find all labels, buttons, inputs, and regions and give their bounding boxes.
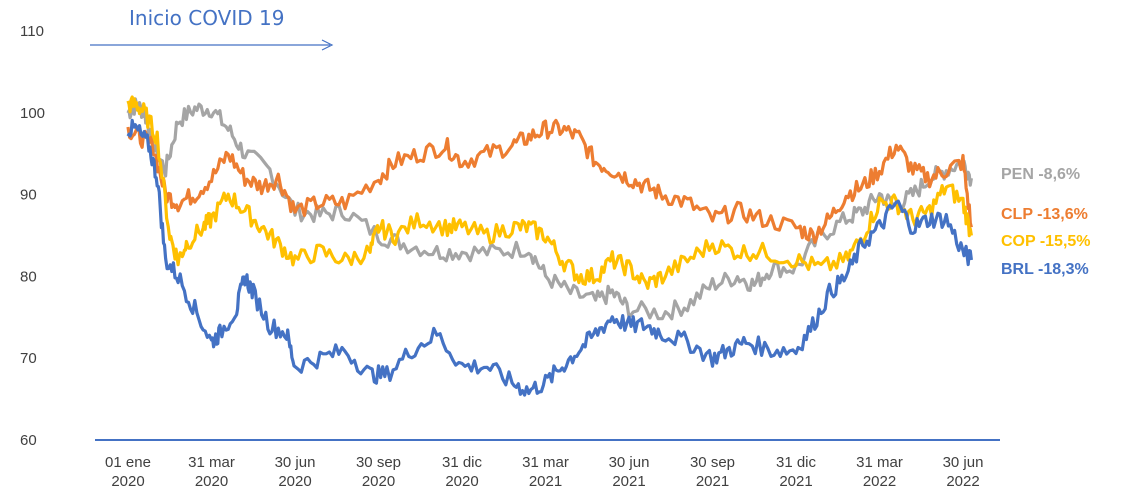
x-tick-label: 30 sep [356, 454, 401, 471]
series-line [126, 95, 973, 290]
y-tick-label: 70 [20, 350, 37, 367]
arrow-head [321, 39, 334, 51]
y-axis-ticks: 60 70 80 90 100 110 [20, 23, 45, 449]
x-tick-year: 2020 [278, 473, 311, 490]
series-line [126, 97, 973, 321]
x-tick-year: 2021 [529, 473, 562, 490]
x-tick-year: 2022 [946, 473, 979, 490]
series-end-label: PEN -8,6% [1001, 166, 1080, 183]
x-tick-year: 2021 [779, 473, 812, 490]
covid-annotation: Inicio COVID 19 [90, 6, 334, 51]
series-labels: PEN -8,6% CLP -13,6% COP -15,5% BRL -18,3% [1001, 166, 1091, 278]
x-tick-label: 30 sep [690, 454, 735, 471]
x-tick-label: 31 dic [442, 454, 483, 471]
x-tick-year: 2021 [612, 473, 645, 490]
x-tick-year: 2020 [195, 473, 228, 490]
x-tick-year: 2020 [111, 473, 144, 490]
series-end-label: COP -15,5% [1001, 233, 1091, 250]
x-tick-year: 2020 [362, 473, 395, 490]
x-tick-label: 31 mar [856, 454, 903, 471]
y-tick-label: 60 [20, 432, 37, 449]
series-lines [126, 95, 973, 397]
x-axis-ticks: 01 ene 2020 31 mar 2020 30 jun 2020 30 sep 2020… [105, 454, 983, 490]
x-tick-year: 2020 [445, 473, 478, 490]
x-tick-year: 2021 [696, 473, 729, 490]
x-tick-label: 30 jun [943, 454, 984, 471]
x-tick-label: 31 mar [188, 454, 235, 471]
y-tick-label: 80 [20, 268, 37, 285]
series-line [126, 118, 973, 397]
x-tick-label: 31 dic [776, 454, 817, 471]
y-tick-label: 90 [20, 187, 37, 204]
x-tick-label: 30 jun [275, 454, 316, 471]
y-tick-label: 100 [20, 105, 45, 122]
x-tick-label: 30 jun [609, 454, 650, 471]
series-line [126, 118, 973, 244]
series-end-label: CLP -13,6% [1001, 206, 1088, 223]
x-tick-label: 31 mar [522, 454, 569, 471]
annotation-text: Inicio COVID 19 [129, 6, 284, 30]
series-end-label: BRL -18,3% [1001, 261, 1089, 278]
x-tick-year: 2022 [863, 473, 896, 490]
y-tick-label: 110 [20, 23, 44, 40]
x-tick-label: 01 ene [105, 454, 151, 471]
